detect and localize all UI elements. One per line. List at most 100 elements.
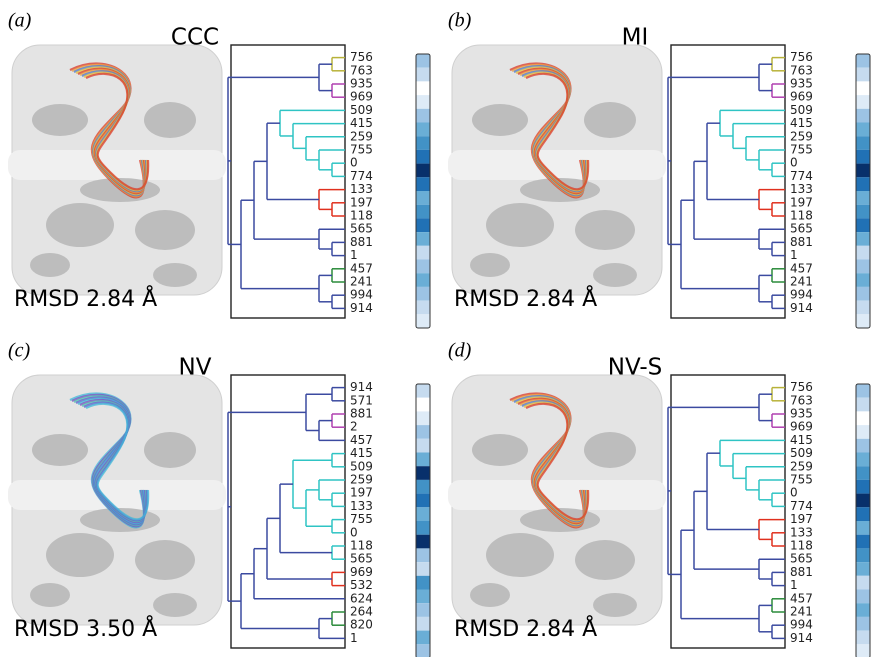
colorbar-cell bbox=[416, 644, 430, 657]
leaf-label: 969 bbox=[790, 420, 813, 434]
colorbar-cell bbox=[856, 493, 870, 508]
colorbar-cell bbox=[856, 54, 870, 68]
colorbar-cell bbox=[416, 108, 430, 123]
leaf-label: 1 bbox=[790, 248, 798, 262]
colorbar bbox=[855, 383, 871, 657]
colorbar-cell bbox=[416, 630, 430, 645]
colorbar bbox=[415, 53, 431, 329]
leaf-label: 565 bbox=[790, 222, 813, 236]
panel-label: (c) bbox=[8, 340, 31, 362]
colorbar bbox=[855, 53, 871, 329]
leaf-label: 914 bbox=[350, 380, 373, 394]
map-hole bbox=[153, 593, 197, 617]
map-hole bbox=[32, 104, 88, 136]
panel-title: CCC bbox=[171, 25, 219, 51]
colorbar-cell bbox=[416, 149, 430, 164]
colorbar-cell bbox=[416, 273, 430, 287]
colorbar-cell bbox=[856, 245, 870, 260]
colorbar-cell bbox=[856, 259, 870, 274]
colorbar-cell bbox=[416, 384, 430, 398]
colorbar-cell bbox=[856, 507, 870, 521]
density-map bbox=[448, 44, 666, 296]
leaf-label: 197 bbox=[790, 512, 813, 526]
colorbar-cell bbox=[416, 438, 430, 453]
leaf-label: 1 bbox=[790, 578, 798, 592]
colorbar-cell bbox=[416, 218, 430, 233]
colorbar-cell bbox=[416, 177, 430, 191]
leaf-label: 133 bbox=[350, 182, 373, 196]
colorbar-cell bbox=[856, 548, 870, 563]
map-hole bbox=[144, 102, 196, 138]
protein-trace bbox=[85, 72, 150, 191]
map-hole bbox=[470, 583, 510, 607]
colorbar-cell bbox=[856, 575, 870, 590]
leaf-label: 415 bbox=[350, 116, 373, 130]
map-hole bbox=[144, 432, 196, 468]
colorbar-cell bbox=[416, 479, 430, 494]
panel-label: (a) bbox=[8, 10, 32, 32]
colorbar-cell bbox=[416, 562, 430, 576]
map-hole bbox=[135, 210, 195, 250]
map-hole bbox=[32, 434, 88, 466]
panel-title: MI bbox=[622, 25, 649, 51]
map-band bbox=[448, 150, 666, 180]
colorbar-cell bbox=[416, 466, 430, 480]
leaf-label: 457 bbox=[790, 261, 813, 275]
leaf-label: 624 bbox=[350, 591, 373, 605]
colorbar-cell bbox=[416, 452, 430, 467]
rmsd: RMSD 2.84 Å bbox=[14, 285, 157, 312]
colorbar-cell bbox=[416, 259, 430, 274]
rmsd: RMSD 2.84 Å bbox=[454, 615, 597, 642]
leaf-label: 756 bbox=[350, 50, 373, 64]
colorbar bbox=[415, 383, 431, 657]
map-hole bbox=[30, 253, 70, 277]
leaf-label: 532 bbox=[350, 578, 373, 592]
colorbar-cell bbox=[856, 603, 870, 617]
colorbar-cell bbox=[856, 286, 870, 301]
colorbar-cell bbox=[856, 136, 870, 150]
density-map bbox=[8, 44, 226, 296]
colorbar-frame bbox=[855, 53, 871, 329]
colorbar-cell bbox=[856, 204, 870, 219]
leaf-label: 881 bbox=[790, 565, 813, 579]
map-hole bbox=[30, 583, 70, 607]
leaf-label: 118 bbox=[790, 209, 813, 223]
leaf-label: 509 bbox=[350, 103, 373, 117]
colorbar-cell bbox=[856, 67, 870, 82]
colorbar-cell bbox=[416, 507, 430, 521]
colorbar-cell bbox=[416, 397, 430, 412]
leaf-label: 571 bbox=[350, 393, 373, 407]
colorbar-cell bbox=[416, 589, 430, 604]
colorbar-cell bbox=[416, 67, 430, 82]
panel-label: (b) bbox=[448, 10, 472, 32]
leaf-label: 118 bbox=[790, 539, 813, 553]
colorbar-cell bbox=[416, 548, 430, 563]
colorbar-cell bbox=[856, 384, 870, 398]
map-hole bbox=[584, 102, 636, 138]
colorbar-cell bbox=[856, 562, 870, 576]
colorbar-cell bbox=[856, 273, 870, 287]
colorbar-cell bbox=[416, 534, 430, 549]
leaf-label: 914 bbox=[790, 301, 813, 315]
leaf-label: 914 bbox=[790, 631, 813, 645]
leaf-label: 457 bbox=[350, 261, 373, 275]
panel-title: NV bbox=[179, 355, 212, 381]
leaf-label: 881 bbox=[790, 235, 813, 249]
leaf-label: 565 bbox=[790, 552, 813, 566]
leaf-label: 509 bbox=[350, 459, 373, 473]
colorbar-cell bbox=[416, 286, 430, 301]
colorbar-cell bbox=[856, 163, 870, 178]
leaf-label: 118 bbox=[350, 539, 373, 553]
leaf-label: 133 bbox=[790, 525, 813, 539]
leaf-label: 415 bbox=[790, 433, 813, 447]
colorbar-frame bbox=[855, 383, 871, 657]
colorbar-cell bbox=[856, 479, 870, 494]
colorbar-cell bbox=[416, 95, 430, 109]
leaf-label: 1 bbox=[350, 248, 358, 262]
map-hole bbox=[593, 593, 637, 617]
leaf-label: 881 bbox=[350, 407, 373, 421]
leaf-label: 994 bbox=[790, 288, 813, 302]
colorbar-cell bbox=[856, 177, 870, 191]
